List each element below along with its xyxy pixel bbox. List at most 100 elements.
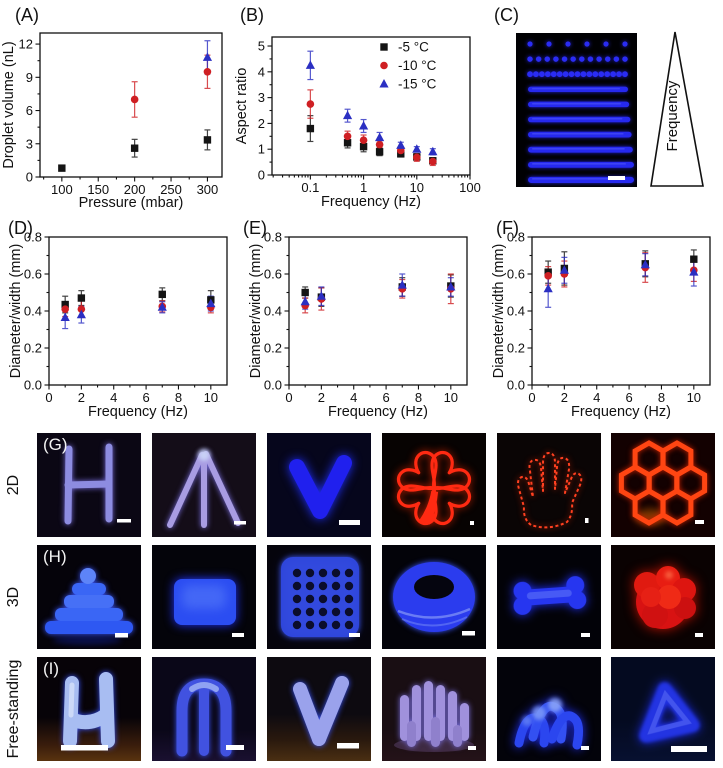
- svg-text:-10 °C: -10 °C: [398, 58, 437, 73]
- tripod-shape: [167, 451, 241, 528]
- scale-bar: [226, 745, 244, 750]
- svg-text:4: 4: [593, 390, 600, 405]
- chart-diameter-width-3: 0 2 4 6 8 10 0.0 0.2 0.4 0.6 0.8 Frequency (Hz) Diam…: [491, 230, 711, 420]
- svg-text:0.0: 0.0: [507, 378, 525, 393]
- svg-text:0.4: 0.4: [24, 304, 42, 319]
- svg-text:6: 6: [26, 103, 33, 118]
- svg-text:0.6: 0.6: [507, 267, 525, 282]
- svg-text:4: 4: [350, 390, 357, 405]
- svg-text:4: 4: [110, 390, 117, 405]
- axes: [44, 236, 212, 390]
- tick-labels: 100 150 200 250 300 0 3 6 9 12: [19, 37, 219, 197]
- panel-label-c: (C): [494, 5, 519, 25]
- panel-label-b: (B): [240, 5, 264, 25]
- svg-text:0.0: 0.0: [24, 378, 42, 393]
- svg-text:10: 10: [687, 390, 701, 405]
- micrograph-tile-honeycomb: [611, 433, 715, 537]
- chart-diameter-width-2: 0 2 4 6 8 10 0.0 0.2 0.4 0.6 0.8 Frequency (Hz) Diam…: [248, 230, 468, 420]
- scale-bar: [339, 520, 360, 525]
- x-axis-title: Frequency (Hz): [328, 404, 428, 420]
- x-axis-title: Frequency (Hz): [571, 404, 671, 420]
- scale-bar: [608, 176, 625, 180]
- series--15 °C: [60, 298, 216, 321]
- plot-box: [531, 236, 711, 386]
- tick-labels: 0 2 4 6 8 10 0.0 0.2 0.4 0.6 0.8: [507, 230, 701, 406]
- scale-bar: [232, 633, 244, 637]
- scale-bar: [695, 520, 704, 524]
- hand-shape: [517, 452, 583, 529]
- letter-v-shape: [289, 455, 352, 519]
- scale-bar: [117, 519, 131, 523]
- scale-bar: [115, 633, 128, 638]
- scale-bar: [581, 633, 590, 637]
- svg-text:-5 °C: -5 °C: [398, 40, 429, 55]
- standing-v-shape: [293, 676, 349, 746]
- svg-text:0.8: 0.8: [507, 230, 525, 245]
- svg-text:0.6: 0.6: [24, 267, 42, 282]
- micrograph-tile-clover-outline: [382, 433, 486, 537]
- scale-bar: [61, 745, 108, 751]
- panel-label-i: (I): [43, 659, 60, 678]
- svg-text:0.1: 0.1: [301, 180, 319, 195]
- axes: [527, 236, 695, 390]
- micrograph-tile-berry-cluster: [611, 545, 715, 649]
- panel-label-e: (E): [243, 218, 267, 238]
- frequency-triangle-icon: [650, 31, 704, 187]
- ring-shape: [393, 562, 475, 632]
- svg-text:10: 10: [410, 180, 424, 195]
- svg-text:9: 9: [26, 70, 33, 85]
- frequency-triangle-label: Frequency: [664, 80, 681, 151]
- y-axis-title: Diameter/width (mm): [491, 244, 507, 379]
- axes: [35, 43, 208, 182]
- bone-shape: [513, 576, 587, 615]
- chart-aspect-ratio: 0.1 1 10 100 0 1 2 3 4 5 Frequency (Hz) Aspect rati…: [234, 36, 481, 210]
- scale-bar: [234, 521, 246, 525]
- panel-label-g: (G): [43, 435, 68, 454]
- y-axis-title: Diameter/width (mm): [8, 244, 24, 379]
- svg-text:300: 300: [197, 182, 219, 197]
- svg-text:10: 10: [444, 390, 458, 405]
- scale-bar: [695, 633, 703, 637]
- arch-cluster-shape: [514, 698, 584, 750]
- y-axis-title: Diameter/width (mm): [248, 244, 264, 379]
- svg-text:6: 6: [142, 390, 149, 405]
- row-label-3d: 3D: [5, 586, 22, 608]
- series--15 °C: [305, 60, 438, 156]
- series--15 °C: [300, 280, 456, 306]
- standing-triangle-shape: [639, 682, 700, 743]
- series--10 °C: [130, 67, 212, 104]
- svg-text:1: 1: [258, 142, 265, 157]
- svg-text:0.8: 0.8: [264, 230, 282, 245]
- series--5 °C: [58, 136, 212, 172]
- y-axis-title: Aspect ratio: [234, 68, 250, 145]
- svg-text:100: 100: [51, 182, 73, 197]
- svg-text:0: 0: [528, 390, 535, 405]
- svg-text:0.6: 0.6: [264, 267, 282, 282]
- svg-text:250: 250: [160, 182, 182, 197]
- svg-text:0: 0: [285, 390, 292, 405]
- y-axis-title: Droplet volume (nL): [1, 41, 17, 168]
- plot-box: [288, 236, 468, 386]
- droplet-rows: [527, 41, 634, 183]
- tick-labels: 0 2 4 6 8 10 0.0 0.2 0.4 0.6 0.8: [24, 230, 218, 406]
- svg-text:0.2: 0.2: [24, 341, 42, 356]
- legend: -5 °C -10 °C -15 °C: [379, 40, 437, 92]
- lattice-holes: [292, 568, 354, 630]
- micrograph-tile-hand-outline: [497, 433, 601, 537]
- row-label-2d: 2D: [5, 474, 22, 496]
- svg-text:6: 6: [625, 390, 632, 405]
- svg-text:12: 12: [19, 37, 33, 52]
- svg-text:2: 2: [258, 116, 265, 131]
- standing-h-shape: [63, 672, 115, 748]
- micrograph-tile-standing-h: (I): [37, 657, 141, 761]
- micrograph-tile-arch-cluster: [497, 657, 601, 761]
- micrograph-tile-standing-v: [267, 657, 371, 761]
- tick-labels: 0 2 4 6 8 10 0.0 0.2 0.4 0.6 0.8: [264, 230, 458, 406]
- x-axis-title: Pressure (mbar): [79, 195, 184, 211]
- svg-text:0.4: 0.4: [507, 304, 525, 319]
- row-label-free-standing: Free-standing: [5, 659, 22, 759]
- micrograph-tile-pyramid: (H): [37, 545, 141, 649]
- micrograph-tile-pillar-array: [382, 657, 486, 761]
- svg-text:0.2: 0.2: [507, 341, 525, 356]
